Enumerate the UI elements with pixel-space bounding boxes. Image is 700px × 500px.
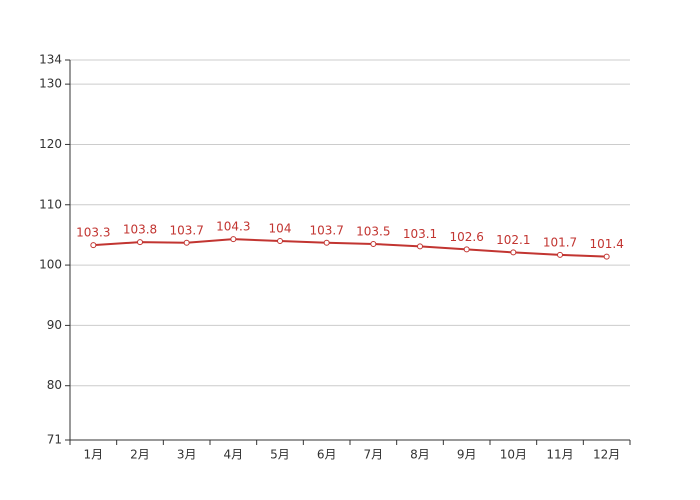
point [463,246,470,253]
value-label: 101.4 [589,237,623,251]
x-tick-label: 6月 [317,448,337,462]
point [323,239,330,246]
value-label: 102.1 [496,233,530,247]
value-label: 103.7 [309,223,343,237]
y-tick-label: 80 [47,378,62,392]
x-tick-label: 2月 [130,448,150,462]
point [90,242,97,249]
point [277,237,283,244]
value-label: 101.7 [543,235,577,249]
x-tick-label: 7月 [364,448,384,462]
y-tick-label: 120 [39,137,62,151]
x-tick-label: 9月 [457,448,477,462]
point [557,251,563,258]
y-tick-label: 130 [39,77,62,91]
x-tick-label: 10月 [500,448,527,462]
y-tick-label: 100 [39,258,62,272]
value-label: 102.6 [449,230,483,244]
value-label: 103.7 [169,223,203,237]
point [417,243,423,250]
point [230,236,237,243]
series-line [93,238,607,258]
x-tick-label: 3月 [177,448,197,462]
x-tick-label: 11月 [546,448,573,462]
value-label: 103.3 [76,226,110,240]
x-tick-label: 4月 [224,448,244,462]
value-label: 103.5 [356,224,390,238]
x-tick-label: 8月 [410,448,430,462]
value-label: 103.1 [403,227,437,241]
value-label: 103.8 [123,223,157,237]
point [510,249,517,256]
y-tick-label: 71 [47,433,62,447]
value-label: 104.3 [216,220,250,234]
point [370,240,377,247]
point [183,239,190,246]
y-tick-label: 134 [39,53,62,67]
y-tick-label: 110 [39,197,62,211]
value-label: 104 [269,221,292,235]
x-tick-label: 12月 [593,448,620,462]
point [603,253,610,260]
x-tick-label: 1月 [84,448,104,462]
point [137,239,143,246]
x-tick-label: 5月 [270,448,290,462]
y-tick-label: 90 [47,318,62,332]
